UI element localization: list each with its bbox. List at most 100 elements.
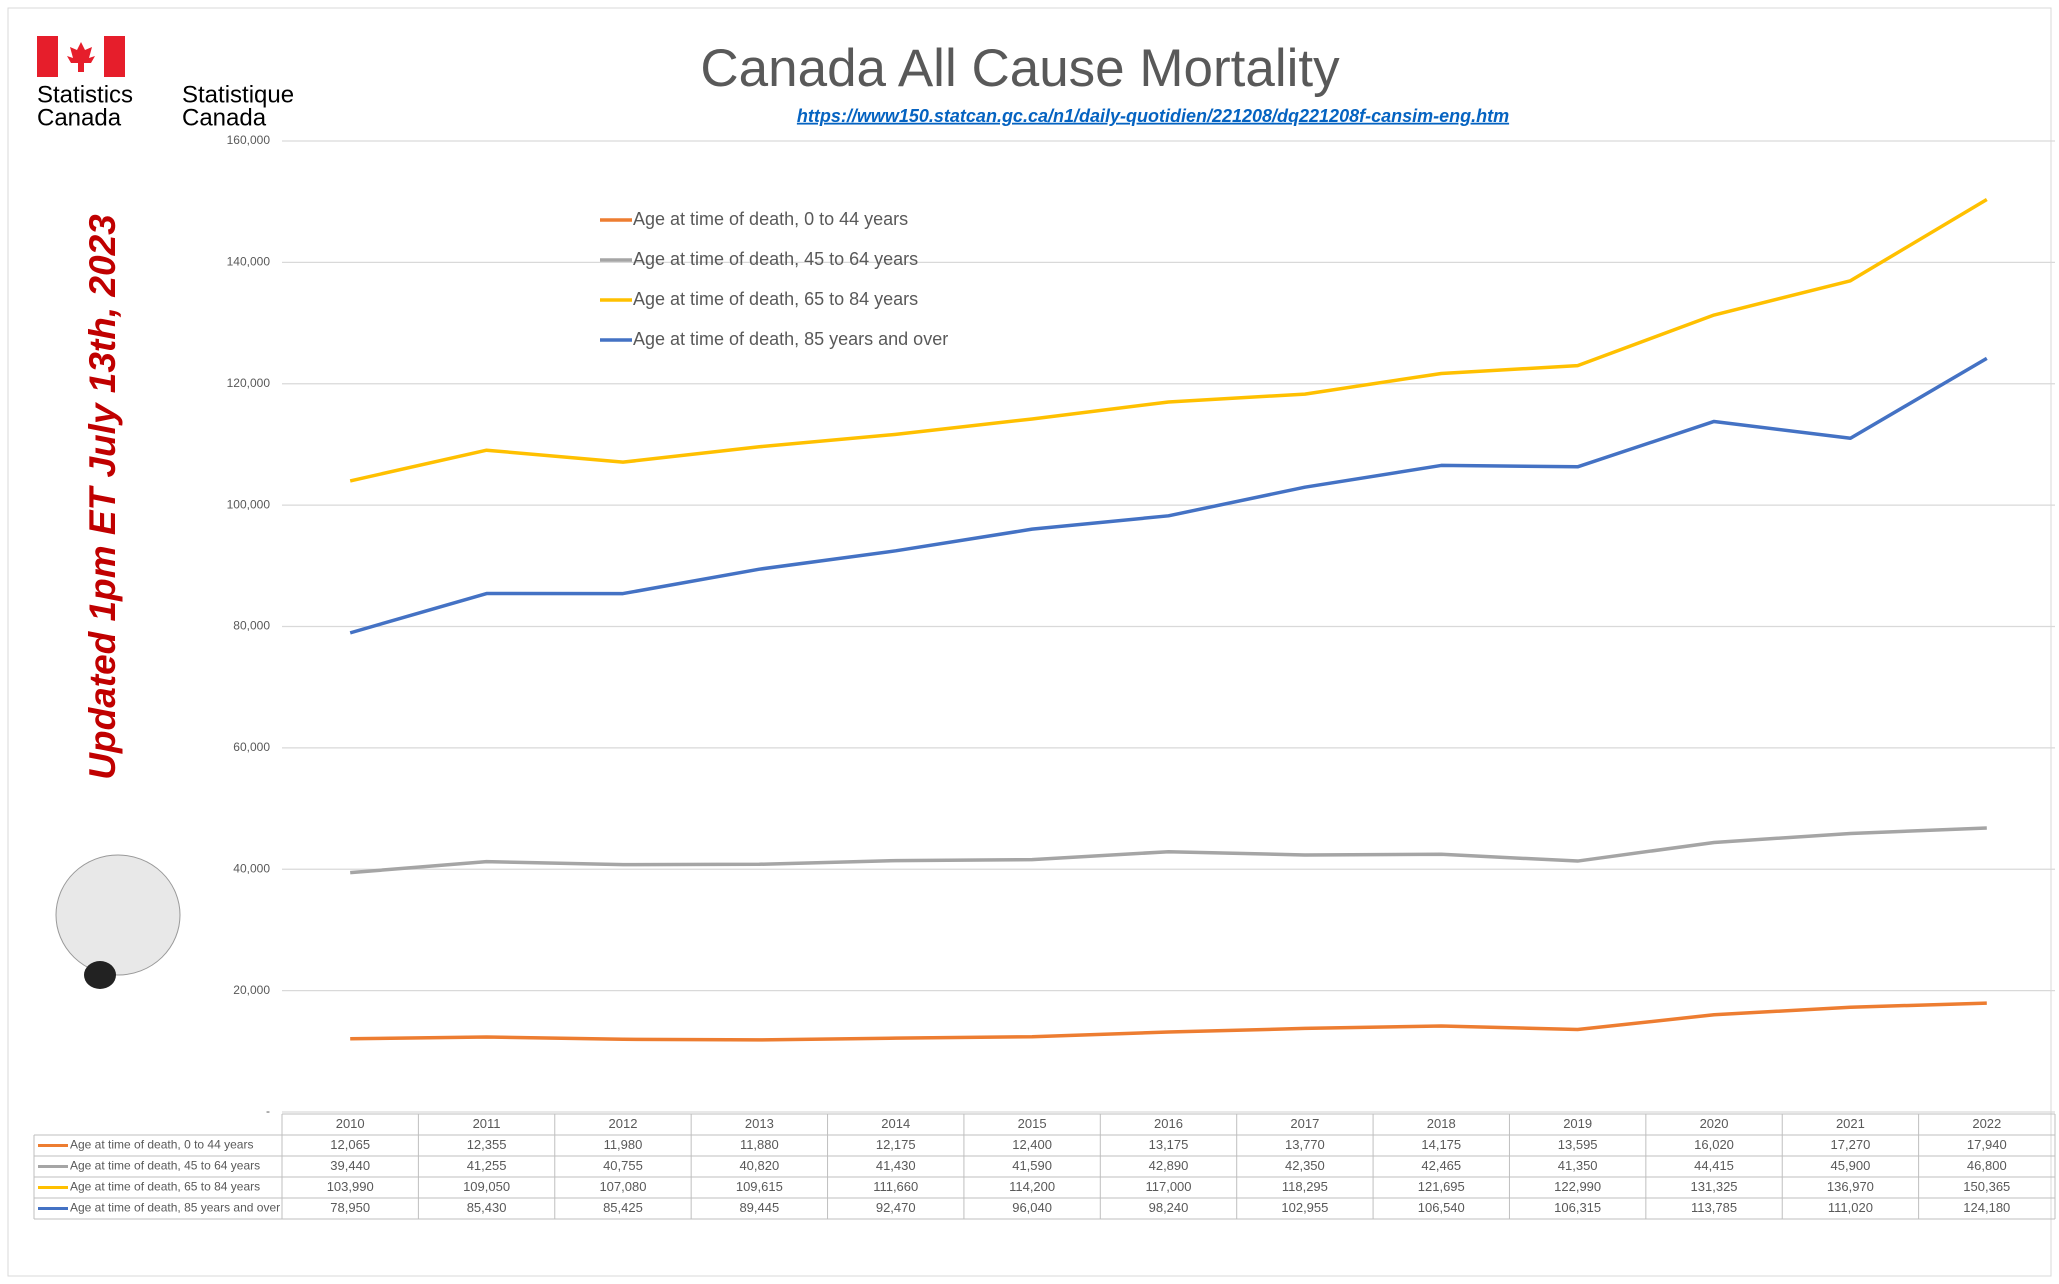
wolf-logo <box>55 854 181 989</box>
paw <box>84 961 116 989</box>
table-cell: 41,255 <box>467 1158 507 1173</box>
x-tick-label: 2013 <box>745 1116 774 1131</box>
maple-leaf <box>67 42 95 72</box>
x-tick-label: 2010 <box>336 1116 365 1131</box>
table-cell: 42,350 <box>1285 1158 1325 1173</box>
table-cell: 39,440 <box>330 1158 370 1173</box>
table-cell: 111,020 <box>1828 1200 1873 1215</box>
x-tick-label: 2011 <box>473 1116 501 1131</box>
y-tick-label: 140,000 <box>227 255 271 269</box>
table-cell: 111,660 <box>873 1179 918 1194</box>
source-link[interactable]: https://www150.statcan.gc.ca/n1/daily-qu… <box>797 106 1509 126</box>
series-line <box>350 826 1987 875</box>
x-tick-label: 2022 <box>1972 1116 2001 1131</box>
table-cell: 12,065 <box>330 1137 370 1152</box>
legend-label: Age at time of death, 0 to 44 years <box>633 209 908 229</box>
table-cell: 40,820 <box>739 1158 779 1173</box>
table-row-label: Age at time of death, 65 to 84 years <box>70 1180 260 1194</box>
table-row-label: Age at time of death, 0 to 44 years <box>70 1138 253 1152</box>
x-tick-label: 2012 <box>609 1116 638 1131</box>
org-name: Statistique <box>182 81 294 108</box>
x-tick-label: 2019 <box>1563 1116 1592 1131</box>
x-tick-label: 2020 <box>1700 1116 1729 1131</box>
wolf-head <box>55 854 181 976</box>
series-line <box>349 197 1988 483</box>
table-cell: 103,990 <box>327 1179 374 1194</box>
series-line <box>350 1001 1987 1042</box>
table-cell: 85,430 <box>467 1200 507 1215</box>
table-cell: 121,695 <box>1418 1179 1465 1194</box>
table-cell: 46,800 <box>1967 1158 2007 1173</box>
legend-label: Age at time of death, 65 to 84 years <box>633 289 918 309</box>
table-cell: 11,880 <box>740 1137 779 1152</box>
table-cell: 42,890 <box>1149 1158 1189 1173</box>
legend-label: Age at time of death, 45 to 64 years <box>633 249 918 269</box>
flag-bar <box>37 36 58 77</box>
table-cell: 114,200 <box>1009 1179 1055 1194</box>
table-cell: 98,240 <box>1149 1200 1189 1215</box>
table-cell: 106,315 <box>1554 1200 1601 1215</box>
table-cell: 109,050 <box>463 1179 510 1194</box>
frame <box>7 7 2052 1277</box>
table-cell: 118,295 <box>1282 1179 1328 1194</box>
y-tick-label: 80,000 <box>233 619 270 633</box>
table-row-label: Age at time of death, 85 years and over <box>70 1201 280 1215</box>
table-cell: 44,415 <box>1694 1158 1734 1173</box>
y-tick-label: 40,000 <box>233 861 270 875</box>
org-name: Canada <box>182 104 267 131</box>
table-cell: 41,590 <box>1012 1158 1052 1173</box>
series-line <box>349 356 1988 635</box>
y-tick-label: 60,000 <box>233 740 270 754</box>
table-cell: 109,615 <box>736 1179 783 1194</box>
table-row-label: Age at time of death, 45 to 64 years <box>70 1159 260 1173</box>
table-cell: 17,940 <box>1967 1137 2007 1152</box>
y-tick-label: 120,000 <box>227 376 271 390</box>
x-tick-label: 2021 <box>1836 1116 1865 1131</box>
chart-title: Canada All Cause Mortality <box>700 39 1340 98</box>
y-tick-label: 100,000 <box>227 497 271 511</box>
x-tick-label: 2016 <box>1154 1116 1183 1131</box>
y-tick-label: 160,000 <box>227 133 271 147</box>
table-cell: 124,180 <box>1963 1200 2010 1215</box>
table-cell: 14,175 <box>1421 1137 1461 1152</box>
y-tick-label: - <box>266 1104 270 1118</box>
table-cell: 41,430 <box>876 1158 916 1173</box>
update-note: Updated 1pm ET July 13th, 2023 <box>82 214 123 780</box>
table-cell: 12,400 <box>1012 1137 1052 1152</box>
x-tick-label: 2017 <box>1290 1116 1319 1131</box>
flag <box>37 36 125 77</box>
org-name: Canada <box>37 104 122 131</box>
flag-bar <box>104 36 125 77</box>
table-cell: 41,350 <box>1558 1158 1598 1173</box>
table-cell: 107,080 <box>599 1179 646 1194</box>
table-cell: 122,990 <box>1554 1179 1601 1194</box>
table-cell: 78,950 <box>330 1200 370 1215</box>
table-cell: 131,325 <box>1691 1179 1738 1194</box>
legend-label: Age at time of death, 85 years and over <box>633 329 948 349</box>
table-cell: 42,465 <box>1421 1158 1461 1173</box>
table-cell: 13,770 <box>1285 1137 1325 1152</box>
table-cell: 13,175 <box>1149 1137 1189 1152</box>
table-cell: 13,595 <box>1558 1137 1598 1152</box>
org-name: Statistics <box>37 81 133 108</box>
table-cell: 96,040 <box>1012 1200 1052 1215</box>
x-tick-label: 2015 <box>1018 1116 1047 1131</box>
x-tick-label: 2014 <box>881 1116 910 1131</box>
table-cell: 117,000 <box>1145 1179 1191 1194</box>
table-cell: 92,470 <box>876 1200 916 1215</box>
table-cell: 136,970 <box>1827 1179 1874 1194</box>
table-cell: 45,900 <box>1831 1158 1871 1173</box>
table-cell: 12,175 <box>876 1137 916 1152</box>
table-cell: 113,785 <box>1691 1200 1737 1215</box>
table-cell: 102,955 <box>1281 1200 1328 1215</box>
table-cell: 150,365 <box>1963 1179 2010 1194</box>
table-cell: 17,270 <box>1831 1137 1871 1152</box>
table-cell: 106,540 <box>1418 1200 1465 1215</box>
table-cell: 89,445 <box>739 1200 779 1215</box>
x-tick-label: 2018 <box>1427 1116 1456 1131</box>
table-cell: 11,980 <box>604 1137 643 1152</box>
table-cell: 40,755 <box>603 1158 643 1173</box>
table-cell: 85,425 <box>603 1200 643 1215</box>
table-cell: 16,020 <box>1694 1137 1734 1152</box>
